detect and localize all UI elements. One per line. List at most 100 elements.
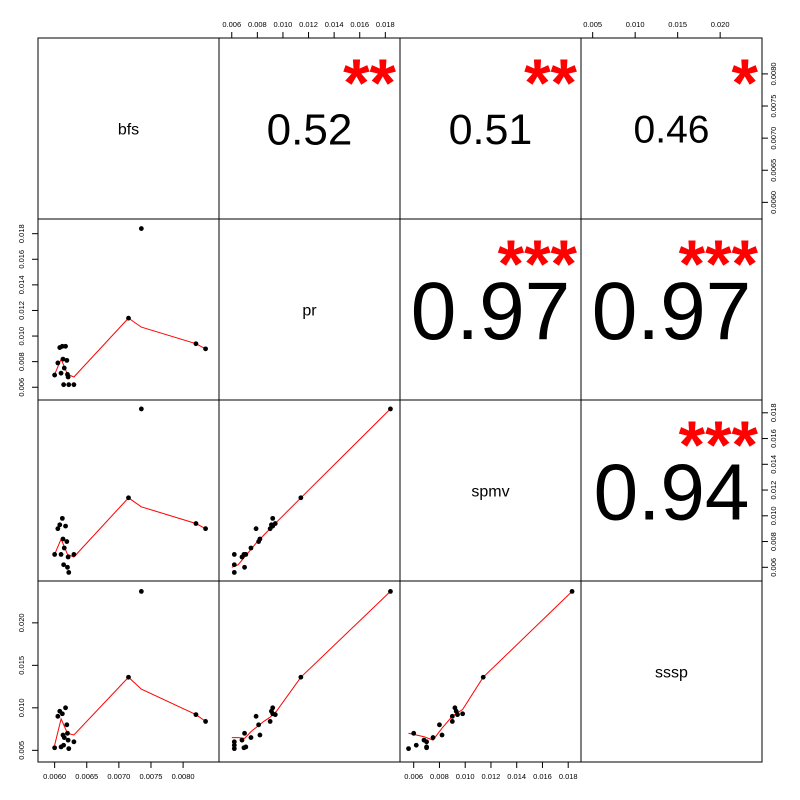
tick-label-top-pr: 0.018 <box>376 20 395 29</box>
point-sssp-vs-spmv <box>460 711 466 717</box>
significance-stars-bfs-spmv: ** <box>524 45 577 121</box>
tick-label-right-spmv: 0.018 <box>769 403 778 422</box>
tick-label-bottom-bfs: 0.0060 <box>43 772 66 781</box>
diagonal-label-pr: pr <box>302 303 317 320</box>
point-sssp-vs-pr <box>248 735 254 740</box>
tick-label-left-sssp: 0.010 <box>17 698 26 717</box>
tick-label-top-pr: 0.006 <box>222 20 241 29</box>
significance-stars-pr-spmv: *** <box>498 226 578 302</box>
point-spmv-vs-bfs <box>63 523 68 529</box>
point-spmv-vs-bfs <box>61 545 67 551</box>
point-sssp-vs-pr <box>270 705 276 711</box>
tick-label-bottom-bfs: 0.0070 <box>107 772 130 781</box>
point-sssp-vs-pr <box>231 746 237 752</box>
point-sssp-vs-pr <box>257 732 263 738</box>
correlation-value-bfs-pr: 0.52 <box>267 105 353 154</box>
point-sssp-vs-bfs <box>63 705 68 711</box>
point-sssp-vs-pr <box>253 713 259 719</box>
point-sssp-vs-bfs <box>61 735 67 740</box>
point-spmv-vs-pr <box>256 539 262 544</box>
point-sssp-vs-spmv <box>449 713 455 719</box>
point-sssp-vs-spmv <box>424 739 429 745</box>
point-spmv-vs-pr <box>248 545 254 551</box>
tick-label-right-bfs: 0.0075 <box>769 95 778 118</box>
tick-label-top-pr: 0.012 <box>299 20 318 29</box>
tick-label-right-spmv: 0.008 <box>769 532 778 551</box>
tick-label-right-spmv: 0.016 <box>769 429 778 448</box>
smooth-line-pr-vs-bfs <box>54 317 206 378</box>
point-sssp-vs-bfs <box>126 674 131 680</box>
point-pr-vs-bfs <box>64 357 70 363</box>
point-spmv-vs-pr <box>388 406 393 412</box>
tick-label-left-sssp: 0.005 <box>17 741 26 760</box>
correlation-value-spmv-sssp: 0.94 <box>594 447 750 536</box>
point-spmv-vs-bfs <box>126 495 131 501</box>
point-sssp-vs-pr <box>242 730 247 736</box>
point-sssp-vs-spmv <box>406 746 411 752</box>
point-sssp-vs-bfs <box>138 588 144 594</box>
tick-label-left-pr: 0.010 <box>17 327 26 346</box>
correlation-value-bfs-sssp: 0.46 <box>634 109 710 152</box>
point-sssp-vs-bfs <box>66 746 72 752</box>
point-spmv-vs-bfs <box>52 552 58 557</box>
point-spmv-vs-pr <box>253 526 259 532</box>
point-sssp-vs-spmv <box>413 742 419 748</box>
panel-sssp-spmv <box>399 580 582 763</box>
tick-label-left-pr: 0.008 <box>17 352 26 371</box>
point-spmv-vs-bfs <box>58 552 64 557</box>
point-sssp-vs-spmv <box>424 744 429 750</box>
correlation-value-bfs-spmv: 0.51 <box>449 106 533 154</box>
point-spmv-vs-bfs <box>65 564 70 570</box>
point-spmv-vs-bfs <box>203 526 208 532</box>
tick-label-right-spmv: 0.010 <box>769 506 778 525</box>
point-spmv-vs-bfs <box>66 570 72 575</box>
point-spmv-vs-pr <box>270 515 276 521</box>
tick-label-top-sssp: 0.010 <box>626 20 645 29</box>
tick-label-bottom-spmv: 0.014 <box>507 772 526 781</box>
point-spmv-vs-bfs <box>65 554 71 560</box>
tick-label-top-pr: 0.016 <box>350 20 369 29</box>
correlation-value-pr-sssp: 0.97 <box>592 266 752 357</box>
smooth-line-sssp-vs-spmv <box>408 591 573 741</box>
point-pr-vs-bfs <box>126 315 131 321</box>
tick-label-right-bfs: 0.0060 <box>769 191 778 214</box>
point-pr-vs-bfs <box>61 365 67 371</box>
point-sssp-vs-bfs <box>55 713 61 719</box>
point-spmv-vs-pr <box>239 554 245 560</box>
point-pr-vs-bfs <box>58 370 64 376</box>
panel-sssp-sssp <box>580 580 763 763</box>
diagonal-label-sssp: sssp <box>655 665 688 682</box>
tick-label-left-pr: 0.014 <box>17 275 26 294</box>
point-spmv-vs-pr <box>243 552 249 557</box>
tick-label-bottom-spmv: 0.008 <box>430 772 449 781</box>
tick-label-bottom-bfs: 0.0065 <box>75 772 98 781</box>
point-pr-vs-bfs <box>71 382 77 388</box>
point-sssp-vs-pr <box>256 722 262 728</box>
point-pr-vs-bfs <box>65 374 71 380</box>
point-spmv-vs-bfs <box>59 515 65 521</box>
point-spmv-vs-bfs <box>57 522 63 528</box>
tick-label-right-bfs: 0.0065 <box>769 159 778 182</box>
point-sssp-vs-pr <box>272 712 278 718</box>
point-spmv-vs-bfs <box>61 562 67 568</box>
tick-label-left-pr: 0.012 <box>17 301 26 320</box>
point-sssp-vs-bfs <box>203 719 208 724</box>
significance-stars-spmv-sssp: *** <box>679 407 759 483</box>
point-spmv-vs-bfs <box>64 539 70 544</box>
tick-label-right-bfs: 0.0080 <box>769 62 778 85</box>
point-sssp-vs-bfs <box>65 730 70 736</box>
panel-pr-bfs <box>37 218 220 401</box>
correlation-value-pr-spmv: 0.97 <box>411 266 571 357</box>
point-sssp-vs-bfs <box>65 737 71 743</box>
point-spmv-vs-pr <box>272 521 278 526</box>
point-sssp-vs-bfs <box>193 712 199 718</box>
point-pr-vs-bfs <box>61 382 67 388</box>
point-sssp-vs-pr <box>267 719 273 724</box>
point-spmv-vs-pr <box>298 495 304 501</box>
tick-label-top-sssp: 0.005 <box>583 20 602 29</box>
tick-label-bottom-bfs: 0.0080 <box>172 772 195 781</box>
point-spmv-vs-bfs <box>60 536 66 542</box>
point-sssp-vs-spmv <box>430 735 436 740</box>
point-pr-vs-bfs <box>63 343 68 349</box>
point-spmv-vs-bfs <box>193 521 199 526</box>
